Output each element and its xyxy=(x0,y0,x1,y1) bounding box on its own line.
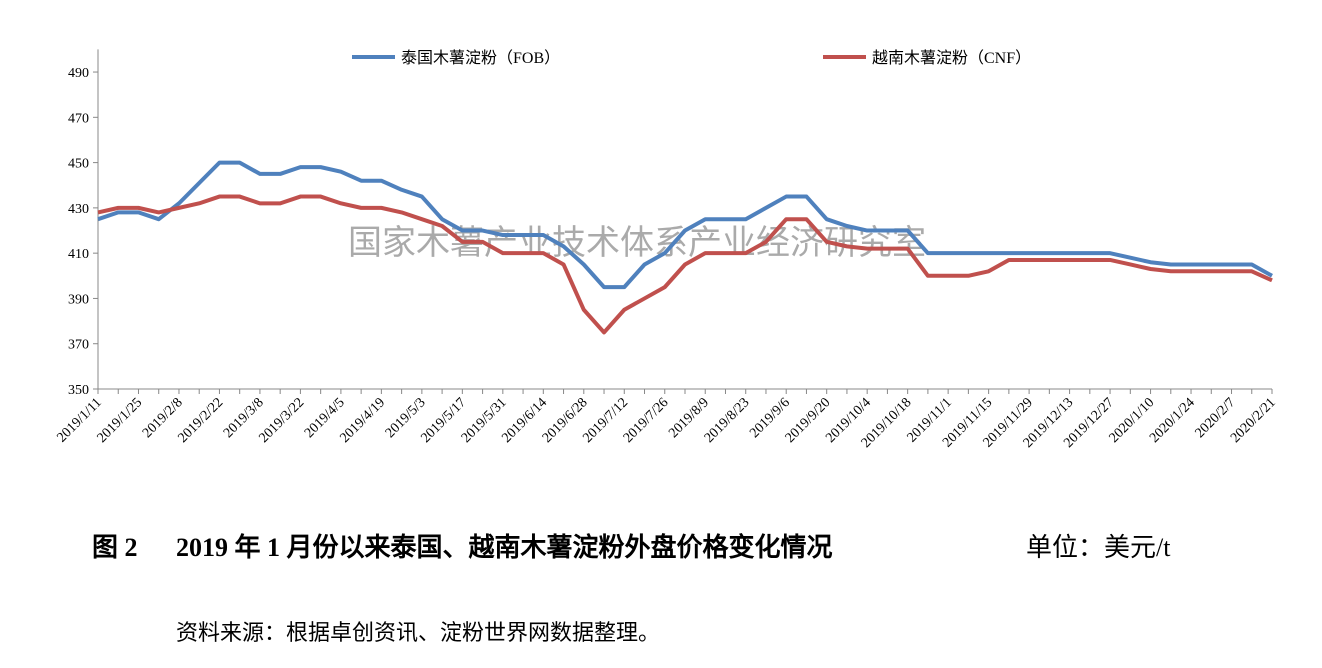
y-tick-label: 490 xyxy=(68,66,89,81)
y-tick-label: 390 xyxy=(68,292,89,307)
legend-label: 越南木薯淀粉（CNF） xyxy=(872,49,1031,67)
figure-label: 图 2 xyxy=(92,533,138,562)
y-tick-label: 410 xyxy=(68,247,89,262)
y-tick-label: 350 xyxy=(68,383,89,398)
source-note: 资料来源：根据卓创资讯、淀粉世界网数据整理。 xyxy=(176,620,660,645)
series-line xyxy=(97,194,1273,335)
y-tick-label: 470 xyxy=(68,111,89,126)
x-tick-label: 2020/2/21 xyxy=(1228,395,1279,446)
series-line xyxy=(97,160,1273,290)
y-tick-label: 430 xyxy=(68,202,89,217)
x-tick-label: 2019/2/22 xyxy=(176,395,227,446)
x-tick-label: 2019/8/23 xyxy=(702,395,753,446)
y-tick-label: 370 xyxy=(68,338,89,353)
legend-label: 泰国木薯淀粉（FOB） xyxy=(401,49,560,67)
x-tick-label: 2019/3/22 xyxy=(256,395,307,446)
chart-title: 2019 年 1 月份以来泰国、越南木薯淀粉外盘价格变化情况 xyxy=(176,532,833,562)
unit-note: 单位：美元/t xyxy=(1026,533,1171,562)
x-tick-label: 2019/7/26 xyxy=(621,395,672,446)
x-tick-label: 2019/1/25 xyxy=(95,395,146,446)
x-tick-label: 2020/1/24 xyxy=(1147,395,1198,446)
x-tick-label: 2019/4/19 xyxy=(337,395,388,446)
y-tick-label: 450 xyxy=(68,157,89,172)
